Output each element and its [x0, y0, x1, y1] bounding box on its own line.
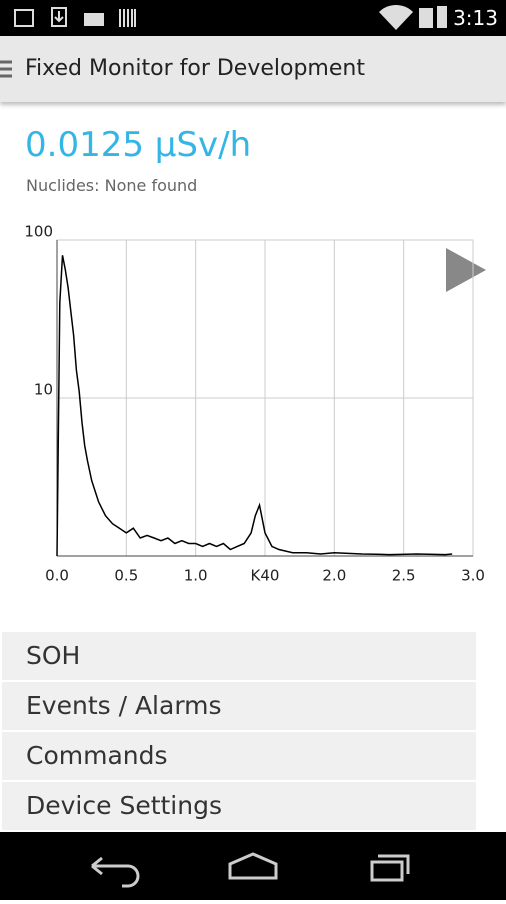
x-tick-label: 2.0	[322, 567, 346, 585]
x-tick-label: 0.5	[114, 567, 138, 585]
y-tick-label: 100	[24, 223, 53, 241]
home-button[interactable]	[228, 852, 278, 880]
menu-item[interactable]: SOH	[2, 632, 476, 680]
menu-item[interactable]: Device Settings	[2, 782, 476, 830]
app-title: Fixed Monitor for Development	[25, 56, 365, 81]
status-bar: 3:13	[0, 0, 506, 36]
menu-item[interactable]: Commands	[2, 732, 476, 780]
system-icons	[379, 4, 447, 30]
spectrum-chart: 0.0 0.5 1.0 K40 2.0 2.5 3.0 10 100	[24, 223, 486, 585]
nuclides: Nuclides: None found	[26, 176, 198, 195]
navigation-bar	[0, 832, 506, 900]
y-tick-label: 10	[34, 381, 53, 399]
drawer-icon[interactable]	[0, 60, 14, 80]
action-bar: Fixed Monitor for Development	[0, 36, 506, 102]
status-icons	[14, 7, 136, 27]
back-button[interactable]	[91, 856, 140, 888]
nav-buttons	[91, 852, 410, 888]
dose-rate: 0.0125 µSv/h	[25, 125, 252, 165]
clock: 3:13	[453, 6, 498, 30]
x-tick-label: 3.0	[461, 567, 485, 585]
menu-item[interactable]: Events / Alarms	[2, 682, 476, 730]
recents-button[interactable]	[370, 854, 410, 882]
x-tick-label: 2.5	[392, 567, 416, 585]
spectrum-line	[56, 255, 453, 557]
x-tick-label: 1.0	[184, 567, 208, 585]
x-tick-label: 0.0	[45, 567, 69, 585]
play-button[interactable]	[446, 248, 486, 292]
x-tick-label: K40	[251, 567, 280, 585]
